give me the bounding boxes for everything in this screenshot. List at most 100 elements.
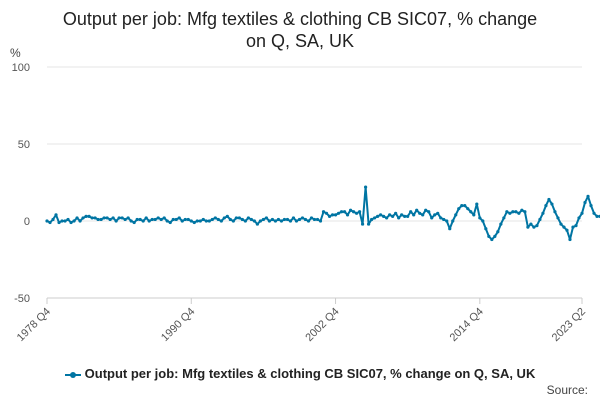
data-point <box>415 208 419 212</box>
data-point <box>565 228 569 232</box>
data-point <box>532 225 536 229</box>
data-point <box>237 216 241 220</box>
chart-title-line-1: Output per job: Mfg textiles & clothing … <box>62 9 538 29</box>
data-point <box>279 219 284 223</box>
data-point <box>147 219 151 223</box>
data-point <box>69 220 73 225</box>
data-point <box>445 219 449 223</box>
chart-legend[interactable]: Output per job: Mfg textiles & clothing … <box>0 366 600 381</box>
y-axis-unit-label: % <box>10 46 21 60</box>
data-point <box>165 219 169 223</box>
data-point <box>276 217 281 222</box>
data-point <box>538 217 542 222</box>
data-point <box>138 217 142 222</box>
data-point <box>174 217 178 222</box>
data-point <box>367 222 371 226</box>
data-point <box>84 214 88 218</box>
data-point <box>150 217 154 222</box>
data-point <box>493 234 497 238</box>
data-point <box>306 219 311 223</box>
data-point <box>589 204 593 208</box>
data-point <box>406 214 410 218</box>
y-tick-label: -50 <box>14 293 30 305</box>
data-point <box>357 210 362 214</box>
data-point <box>388 213 392 217</box>
data-point <box>442 217 446 222</box>
data-point <box>580 211 584 215</box>
data-point <box>523 210 527 214</box>
data-point <box>517 211 521 215</box>
data-point <box>373 216 377 220</box>
chart-plot-area <box>45 185 600 242</box>
data-point <box>562 225 566 229</box>
data-point <box>412 213 416 217</box>
data-point <box>424 208 428 212</box>
data-point <box>460 204 464 208</box>
data-point <box>177 216 181 220</box>
x-tick-label: 2023 Q2 <box>550 306 588 344</box>
data-point <box>96 217 100 222</box>
data-point <box>526 225 530 229</box>
data-point <box>487 234 491 238</box>
data-point <box>484 227 488 231</box>
data-point <box>246 216 250 220</box>
data-point <box>60 219 64 223</box>
data-point <box>309 216 314 220</box>
data-point <box>285 217 290 222</box>
data-point <box>168 220 172 225</box>
data-point <box>454 213 458 217</box>
data-point <box>436 211 440 215</box>
data-point <box>430 216 434 220</box>
data-point <box>54 213 58 217</box>
data-point <box>48 220 52 225</box>
data-point <box>418 211 422 215</box>
data-point <box>382 214 386 218</box>
data-point <box>529 222 533 226</box>
data-point <box>135 217 139 222</box>
data-point <box>544 204 548 208</box>
data-point <box>466 207 470 211</box>
legend-series-label: Output per job: Mfg textiles & clothing … <box>84 366 536 381</box>
data-point <box>270 217 275 222</box>
data-point <box>291 216 296 220</box>
data-point <box>201 217 205 222</box>
data-point <box>514 210 518 214</box>
data-point <box>550 202 554 206</box>
series-line <box>46 186 600 241</box>
data-point <box>204 219 208 223</box>
data-point <box>568 237 572 242</box>
data-point <box>51 217 55 222</box>
data-point <box>66 217 70 222</box>
data-point <box>379 213 383 217</box>
data-point <box>219 219 223 223</box>
data-point <box>502 216 506 220</box>
data-point <box>463 204 467 208</box>
data-point <box>240 217 244 222</box>
data-point <box>171 217 175 222</box>
data-point <box>192 220 196 225</box>
data-point <box>183 217 187 222</box>
data-point <box>195 219 199 223</box>
data-point <box>213 216 217 220</box>
data-point <box>511 210 515 214</box>
chart-title: Output per job: Mfg textiles & clothing … <box>0 8 600 52</box>
data-point <box>231 219 235 223</box>
data-point <box>129 219 133 223</box>
data-point <box>159 217 163 222</box>
data-point <box>394 211 398 215</box>
data-point <box>108 217 112 222</box>
data-point <box>342 210 347 214</box>
data-point <box>180 219 184 223</box>
data-point <box>114 219 118 223</box>
data-point <box>123 217 127 222</box>
data-point <box>126 216 130 220</box>
y-tick-label: 100 <box>12 62 30 74</box>
data-point <box>45 219 49 223</box>
data-point <box>273 219 278 223</box>
data-point <box>321 210 326 214</box>
data-point <box>348 208 353 212</box>
data-point <box>457 207 461 211</box>
data-point <box>258 219 262 223</box>
data-point <box>93 216 97 220</box>
